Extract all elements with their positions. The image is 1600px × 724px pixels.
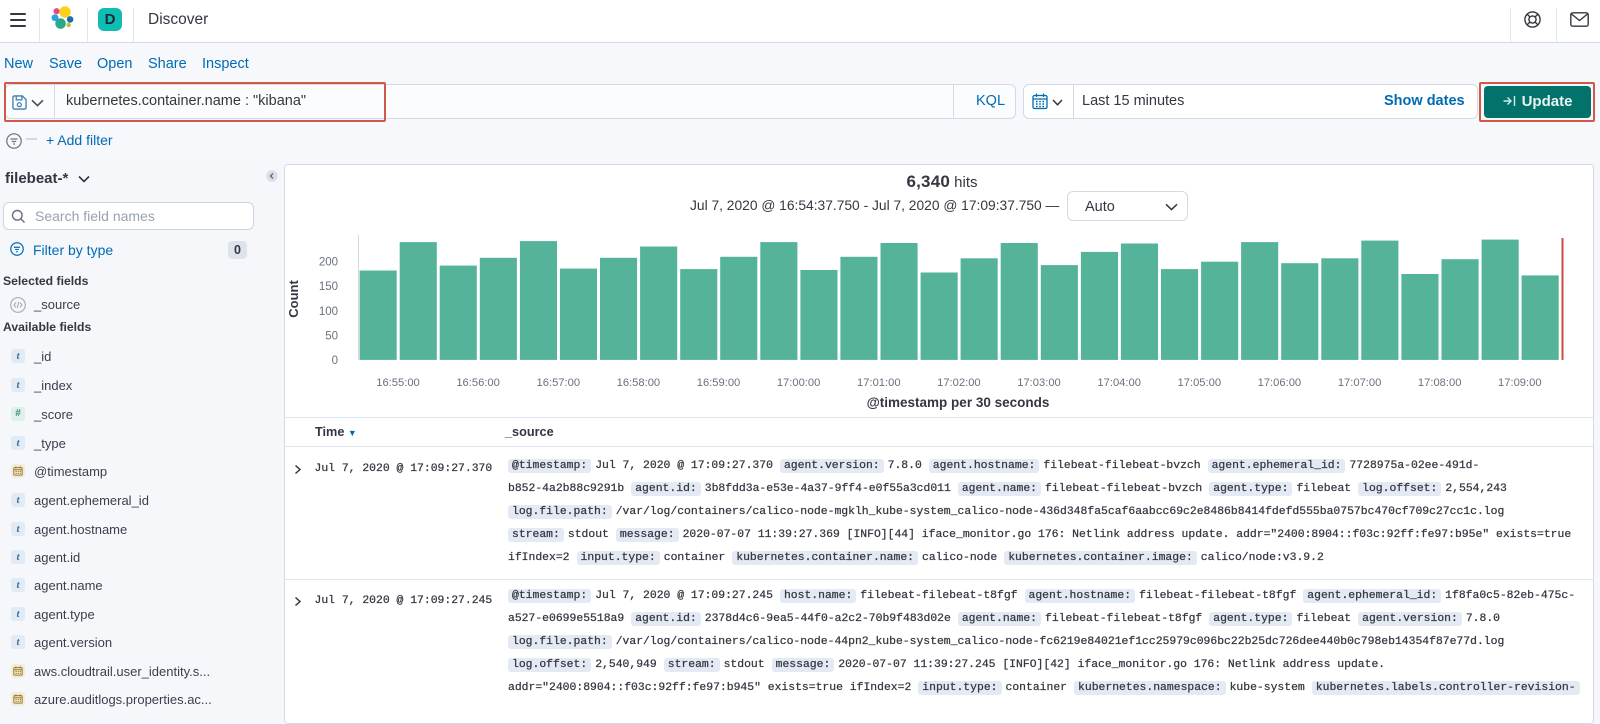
svg-text:17:08:00: 17:08:00 [1418,377,1462,389]
svg-text:16:58:00: 16:58:00 [617,377,661,389]
svg-text:16:59:00: 16:59:00 [697,377,741,389]
svg-text:@timestamp per 30 seconds: @timestamp per 30 seconds [867,395,1050,410]
svg-text:16:55:00: 16:55:00 [376,377,420,389]
svg-text:100: 100 [319,306,338,318]
svg-text:17:06:00: 17:06:00 [1258,377,1302,389]
svg-text:50: 50 [325,330,338,342]
svg-text:17:05:00: 17:05:00 [1178,377,1222,389]
svg-text:150: 150 [319,281,338,293]
svg-text:17:02:00: 17:02:00 [937,377,981,389]
svg-text:Count: Count [286,280,301,318]
svg-text:17:07:00: 17:07:00 [1338,377,1382,389]
svg-text:17:00:00: 17:00:00 [777,377,821,389]
svg-text:200: 200 [319,257,338,269]
svg-text:16:56:00: 16:56:00 [456,377,500,389]
svg-text:17:03:00: 17:03:00 [1017,377,1061,389]
svg-text:0: 0 [332,355,338,367]
svg-text:17:01:00: 17:01:00 [857,377,901,389]
svg-text:16:57:00: 16:57:00 [537,377,581,389]
svg-text:17:04:00: 17:04:00 [1097,377,1141,389]
svg-text:17:09:00: 17:09:00 [1498,377,1542,389]
